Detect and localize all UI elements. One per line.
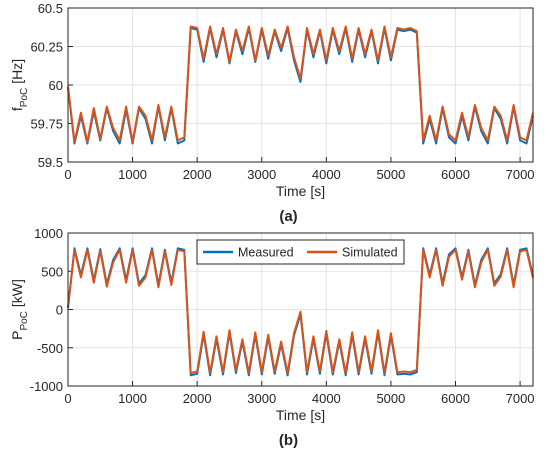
data-line [67,25,534,143]
x-tick-label: 3000 [247,167,276,182]
legend-label: Simulated [342,246,398,260]
x-tick-label: 2000 [183,391,212,406]
legend: Measured Simulated [196,239,405,265]
y-tick-label: 59.5 [38,155,63,170]
y-axis-label-unit: [Hz] [9,59,25,84]
y-axis-label: fPoC [Hz] [9,59,30,111]
y-tick-label: -1000 [30,379,63,394]
x-axis-label: Time [s] [276,183,325,199]
y-tick-label: 60.25 [30,40,63,55]
y-axis-label-main: P [9,331,25,340]
y-axis-label: PPoC [kW] [9,279,30,340]
y-tick-label: 500 [41,264,63,279]
caption: (b) [279,432,298,449]
x-tick-label: 4000 [312,391,341,406]
plot: 0 1000 2000 3000 4000 5000 6000 7000 -1000 -500 0 5… [9,226,535,449]
y-tick-label: 60 [49,78,63,93]
x-tick-label: 6000 [441,167,470,182]
x-axis-label: Time [s] [276,407,325,423]
x-tick-label: 4000 [312,167,341,182]
y-tick-label: 59.75 [30,117,63,132]
x-tick-label: 7000 [506,391,535,406]
x-tick-label: 5000 [376,167,405,182]
x-tick-label: 0 [64,167,71,182]
plot: 0 1000 2000 3000 4000 5000 6000 7000 59.5 59.75 60… [9,1,535,225]
y-axis-label-sub: PoC [19,88,30,107]
y-tick-label: 60.5 [38,1,63,16]
y-tick-label: -500 [37,341,63,356]
axes-box [67,232,534,387]
y-tick-label: 0 [56,303,63,318]
data-line [67,248,534,374]
legend-label: Measured [238,246,294,260]
x-tick-label: 3000 [247,391,276,406]
x-tick-label: 5000 [376,391,405,406]
axes-box [67,7,534,163]
caption: (a) [279,208,297,225]
x-tick-label: 7000 [506,167,535,182]
x-tick-label: 0 [64,391,71,406]
y-axis-label-unit: [kW] [9,279,25,307]
x-tick-label: 6000 [441,391,470,406]
x-tick-label: 2000 [183,167,212,182]
y-tick-label: 1000 [34,226,63,241]
y-axis-label-main: f [9,107,25,111]
y-axis-label-sub: PoC [19,311,30,330]
x-tick-label: 1000 [118,391,147,406]
x-tick-label: 1000 [118,167,147,182]
